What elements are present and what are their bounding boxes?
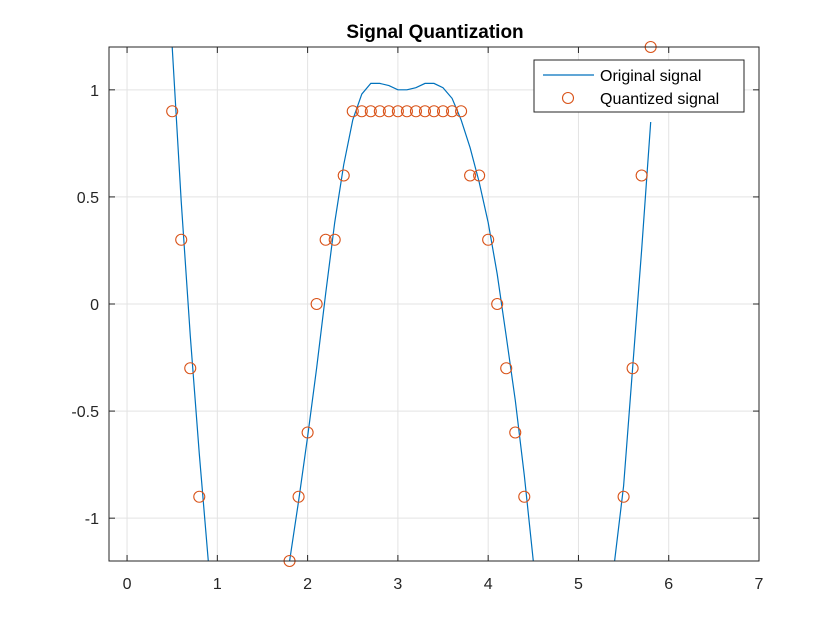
y-tick-label: 0 (90, 297, 99, 314)
data-point-quantized-signal (409, 105, 422, 118)
legend-label: Original signal (600, 68, 701, 85)
y-tick-label: -1 (85, 511, 99, 528)
data-point-quantized-signal (337, 169, 350, 182)
data-point-quantized-signal (328, 233, 341, 246)
data-point-quantized-signal (491, 297, 504, 311)
data-point-quantized-signal (364, 105, 377, 118)
data-point-quantized-signal (346, 105, 359, 118)
series-line-original-signal (171, 47, 209, 561)
data-point-quantized-signal (436, 105, 450, 118)
data-layer (171, 47, 652, 561)
x-tick-label: 7 (755, 576, 764, 593)
data-point-quantized-signal (500, 362, 513, 375)
x-tick-label: 3 (393, 576, 402, 593)
data-point-quantized-signal (427, 105, 441, 118)
data-point-quantized-signal (400, 105, 413, 118)
data-point-quantized-signal (518, 490, 531, 503)
legend-label: Quantized signal (600, 91, 719, 108)
x-tick-label: 1 (213, 576, 222, 593)
y-tick-label: 1 (90, 83, 99, 100)
data-point-quantized-signal (301, 426, 314, 439)
data-point-quantized-signal (373, 105, 386, 118)
data-point-quantized-signal (464, 169, 477, 182)
legend-swatch-quantized-signal (561, 91, 575, 105)
series-line-original-signal (289, 82, 534, 561)
data-point-quantized-signal (626, 362, 639, 375)
x-tick-label: 0 (123, 576, 132, 593)
data-point-quantized-signal (166, 105, 179, 118)
x-tick-label: 6 (664, 576, 673, 593)
x-tick-label: 2 (303, 576, 312, 593)
data-point-quantized-signal (482, 233, 495, 246)
data-point-quantized-signal (391, 105, 404, 118)
chart-title: Signal Quantization (346, 22, 523, 43)
series-line-original-signal (614, 121, 652, 561)
data-point-quantized-signal (473, 169, 486, 182)
data-point-quantized-signal (617, 490, 630, 503)
data-point-quantized-signal (355, 105, 368, 118)
data-point-quantized-signal (418, 105, 432, 118)
data-point-quantized-signal (509, 426, 522, 439)
data-point-quantized-signal (446, 105, 459, 118)
data-point-quantized-signal (310, 297, 323, 311)
data-point-quantized-signal (635, 169, 648, 182)
data-point-quantized-signal (175, 233, 188, 246)
data-point-quantized-signal (292, 490, 305, 503)
legend: Original signal Quantized signal (533, 59, 745, 113)
data-point-quantized-signal (193, 490, 206, 503)
y-tick-label: -0.5 (71, 404, 99, 421)
data-point-quantized-signal (382, 105, 395, 118)
data-point-quantized-signal (319, 233, 332, 246)
y-tick-label: 0.5 (77, 190, 99, 207)
x-tick-label: 5 (574, 576, 583, 593)
x-tick-label: 4 (484, 576, 493, 593)
data-point-quantized-signal (184, 362, 197, 375)
data-point-quantized-signal (455, 105, 468, 118)
